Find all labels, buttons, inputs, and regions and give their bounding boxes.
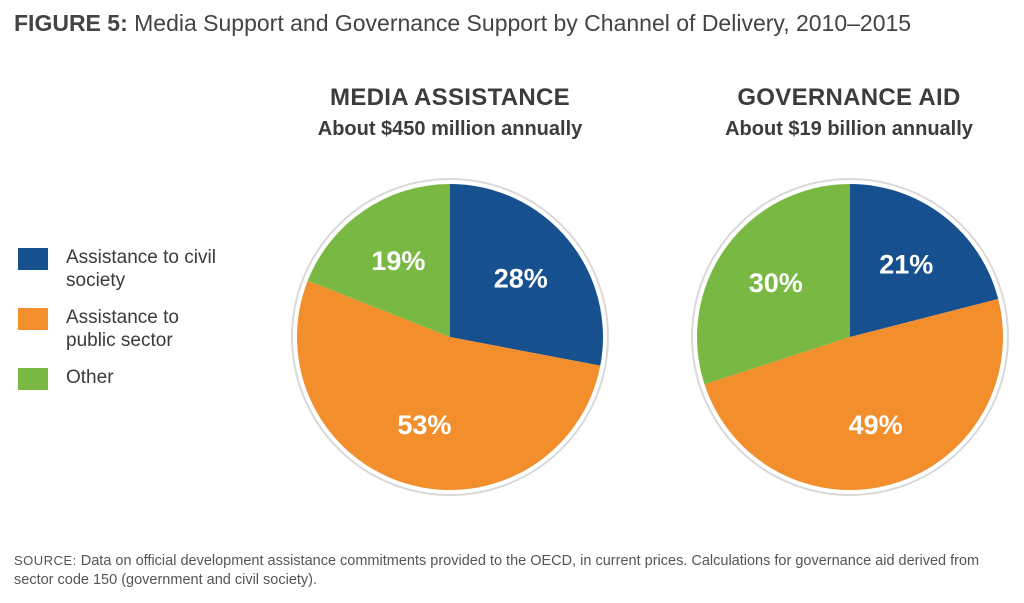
legend-swatch [18, 368, 48, 390]
media-chart-heading: MEDIA ASSISTANCE About $450 million annu… [280, 84, 620, 141]
chart-title: GOVERNANCE AID [737, 84, 961, 111]
pie-slice-1 [450, 184, 603, 366]
legend-label: Assistance to civil society [66, 247, 216, 291]
chart-subtitle: About $450 million annually [317, 118, 583, 140]
figure-title: FIGURE 5: Media Support and Governance S… [14, 10, 911, 37]
legend: Assistance to civil society Assistance t… [18, 246, 216, 404]
pie-slice-2 [704, 298, 1004, 491]
slice-label-1: 28% [494, 263, 548, 293]
source-text: Data on official development assistance … [14, 553, 980, 588]
chart-subtitle: About $19 billion annually [725, 118, 973, 140]
pie-slice-3 [697, 184, 850, 385]
legend-item-other: Other [18, 366, 216, 390]
pie-slice-3 [307, 184, 450, 337]
governance-aid-pie: 21% 49% 30% [691, 178, 1009, 496]
slice-label-2: 49% [849, 410, 903, 440]
governance-chart-heading: GOVERNANCE AID About $19 billion annuall… [679, 84, 1019, 141]
slice-label-2: 53% [397, 410, 451, 440]
legend-label: Assistance to public sector [66, 307, 179, 351]
legend-label: Other [66, 367, 114, 388]
figure-number: FIGURE 5: [14, 10, 128, 36]
legend-swatch [18, 308, 48, 330]
legend-item-civil-society: Assistance to civil society [18, 246, 216, 292]
legend-swatch [18, 248, 48, 270]
media-assistance-pie: 28% 53% 19% [291, 178, 609, 496]
chart-title: MEDIA ASSISTANCE [330, 84, 570, 111]
legend-item-public-sector: Assistance to public sector [18, 306, 216, 352]
figure-title-text: Media Support and Governance Support by … [134, 10, 912, 36]
slice-label-1: 21% [879, 249, 933, 279]
pie-slice-2 [297, 280, 601, 490]
slice-label-3: 30% [749, 268, 803, 298]
source-note: SOURCE: Data on official development ass… [14, 551, 1014, 590]
pie-slice-1 [850, 184, 999, 337]
source-label: SOURCE: [14, 553, 77, 568]
slice-label-3: 19% [371, 246, 425, 276]
